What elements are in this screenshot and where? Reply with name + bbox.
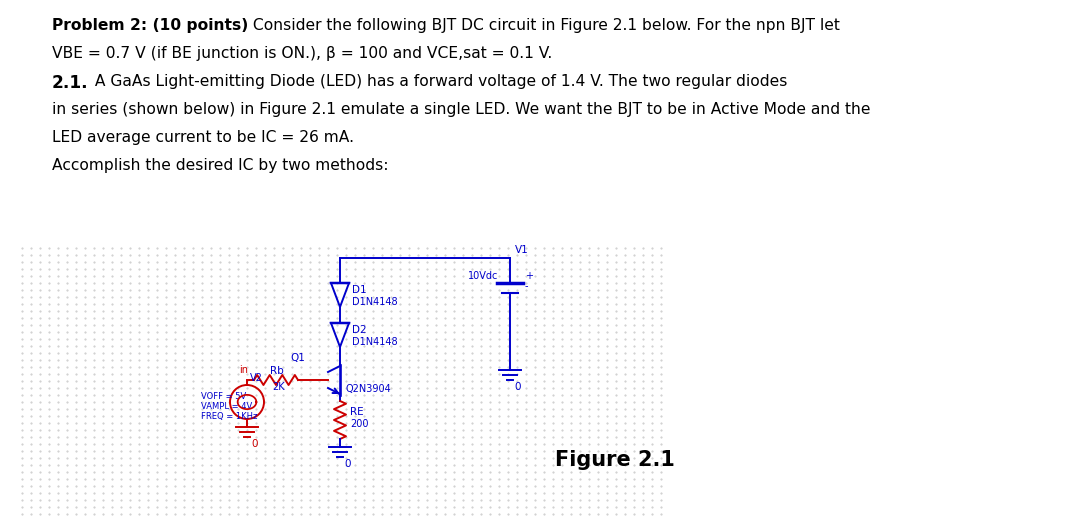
Text: 2.1.: 2.1. bbox=[52, 74, 88, 92]
Text: Q2N3904: Q2N3904 bbox=[345, 384, 391, 394]
Text: A GaAs Light-emitting Diode (LED) has a forward voltage of 1.4 V. The two regula: A GaAs Light-emitting Diode (LED) has a … bbox=[90, 74, 788, 89]
Text: D2: D2 bbox=[352, 325, 367, 335]
Text: Accomplish the desired IC by two methods:: Accomplish the desired IC by two methods… bbox=[52, 158, 388, 173]
Text: in: in bbox=[240, 365, 248, 375]
Text: in series (shown below) in Figure 2.1 emulate a single LED. We want the BJT to b: in series (shown below) in Figure 2.1 em… bbox=[52, 102, 871, 117]
Text: D1N4148: D1N4148 bbox=[352, 297, 398, 307]
Text: LED average current to be IC = 26 mA.: LED average current to be IC = 26 mA. bbox=[52, 130, 354, 145]
Text: FREQ = 1KHz: FREQ = 1KHz bbox=[201, 412, 258, 421]
Text: 200: 200 bbox=[350, 419, 369, 429]
Text: RE: RE bbox=[350, 407, 364, 417]
Text: 2K: 2K bbox=[272, 382, 285, 392]
Text: 0: 0 bbox=[251, 439, 258, 449]
Text: VAMPL = 4V: VAMPL = 4V bbox=[201, 402, 252, 411]
Text: Rb: Rb bbox=[270, 366, 284, 376]
Text: V2: V2 bbox=[250, 373, 263, 383]
Text: V1: V1 bbox=[515, 245, 529, 255]
Text: 0: 0 bbox=[514, 382, 520, 392]
Text: Figure 2.1: Figure 2.1 bbox=[555, 450, 674, 470]
Text: D1: D1 bbox=[352, 285, 367, 295]
Text: Q1: Q1 bbox=[290, 353, 305, 363]
Text: -: - bbox=[525, 281, 529, 291]
Text: D1N4148: D1N4148 bbox=[352, 337, 398, 347]
Text: 0: 0 bbox=[344, 459, 351, 469]
Text: 10Vdc: 10Vdc bbox=[468, 271, 498, 281]
Text: Problem 2: (10 points): Problem 2: (10 points) bbox=[52, 18, 248, 33]
Text: Consider the following BJT DC circuit in Figure 2.1 below. For the npn BJT let: Consider the following BJT DC circuit in… bbox=[248, 18, 839, 33]
Text: VOFF = 5V: VOFF = 5V bbox=[201, 392, 246, 401]
Text: +: + bbox=[525, 271, 533, 281]
Text: VBE = 0.7 V (if BE junction is ON.), β = 100 and VCE,sat = 0.1 V.: VBE = 0.7 V (if BE junction is ON.), β =… bbox=[52, 46, 552, 61]
